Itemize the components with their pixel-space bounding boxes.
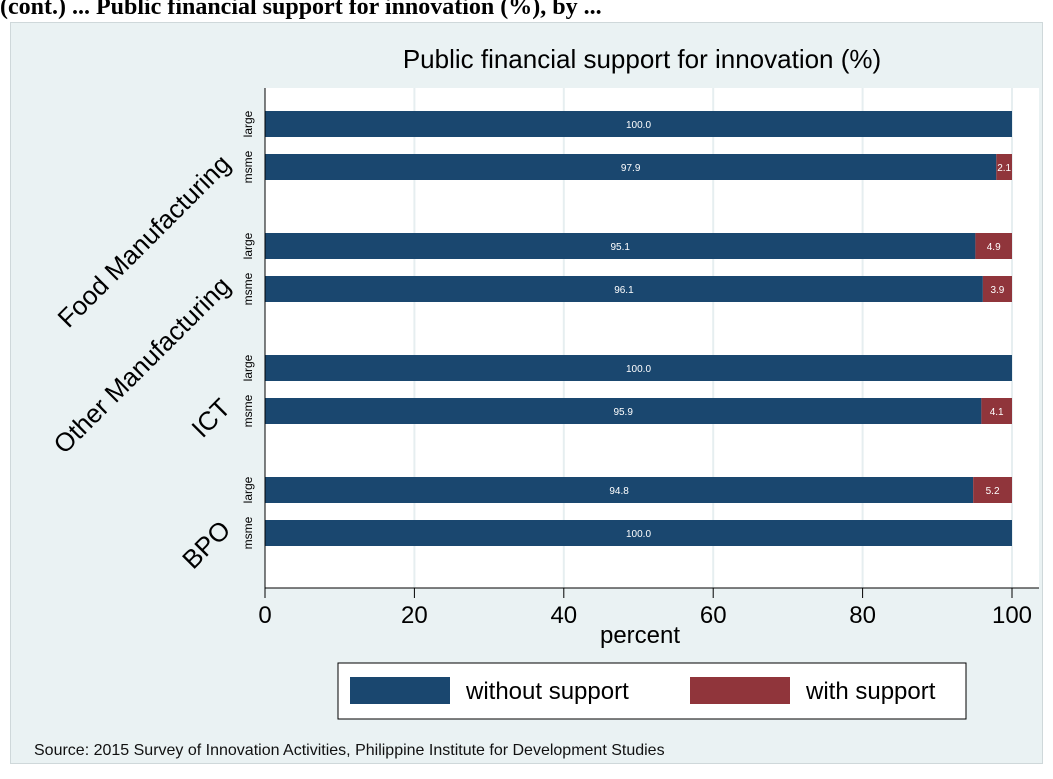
source-note: Source: 2015 Survey of Innovation Activi… xyxy=(34,742,665,759)
page-header-fragment: (cont.) ... Public financial support for… xyxy=(0,0,602,20)
x-tick-label: 60 xyxy=(700,602,727,629)
x-axis: 0 20 40 60 80 100 xyxy=(258,88,1039,629)
bar-value-label: 100.0 xyxy=(626,120,651,131)
bar-without-support xyxy=(265,477,974,503)
size-label: large xyxy=(241,354,255,381)
chart-title: Public financial support for innovation … xyxy=(403,44,881,74)
x-tick-label: 100 xyxy=(992,602,1032,629)
bar-value-label: 97.9 xyxy=(621,163,641,174)
x-tick-label: 20 xyxy=(401,602,428,629)
bar-with-support xyxy=(981,398,1012,424)
size-label: msme xyxy=(241,150,255,183)
bar-value-label: 96.1 xyxy=(614,285,634,296)
bar-with-support xyxy=(996,154,1012,180)
x-tick-label: 0 xyxy=(258,602,271,629)
size-label: large xyxy=(241,232,255,259)
bar-value-label: 95.1 xyxy=(610,242,630,253)
size-label: msme xyxy=(241,516,255,549)
bar-value-label: 4.9 xyxy=(987,242,1001,253)
bar-without-support xyxy=(265,276,983,302)
bar-without-support xyxy=(265,520,1012,546)
bar-without-support xyxy=(265,398,982,424)
bar-without-support xyxy=(265,154,997,180)
x-tick-label: 80 xyxy=(849,602,876,629)
bar-value-label: 2.1 xyxy=(997,163,1011,174)
legend-label-with-support: with support xyxy=(805,678,936,705)
bar-value-label: 3.9 xyxy=(990,285,1004,296)
bar-value-label: 5.2 xyxy=(986,486,1000,497)
legend-swatch-without-support xyxy=(350,677,450,704)
bar-with-support xyxy=(982,276,1012,302)
bar-value-label: 95.9 xyxy=(613,407,633,418)
legend: without support with support xyxy=(337,662,967,720)
x-tick-label: 40 xyxy=(550,602,577,629)
bar-value-label: 100.0 xyxy=(626,529,651,540)
bar-without-support xyxy=(265,111,1012,137)
category-label: ICT xyxy=(185,392,236,443)
bar-with-support xyxy=(975,233,1012,259)
bar-value-label: 100.0 xyxy=(626,364,651,375)
size-label: msme xyxy=(241,394,255,427)
size-label: large xyxy=(241,110,255,137)
bars: 100.0 97.9 2.1 95.1 4.9 96.1 3.9 100.0 95.9 4.1 94… xyxy=(265,111,1012,546)
bar-without-support xyxy=(265,355,1012,381)
bar-with-support xyxy=(973,477,1012,503)
size-label: msme xyxy=(241,272,255,305)
bar-without-support xyxy=(265,233,976,259)
size-label: large xyxy=(241,476,255,503)
bar-value-label: 4.1 xyxy=(990,407,1004,418)
legend-label-without-support: without support xyxy=(465,678,629,705)
x-axis-label: percent xyxy=(600,622,680,649)
legend-swatch-with-support xyxy=(690,677,790,704)
category-label: BPO xyxy=(176,515,236,575)
bar-value-label: 94.8 xyxy=(609,486,629,497)
